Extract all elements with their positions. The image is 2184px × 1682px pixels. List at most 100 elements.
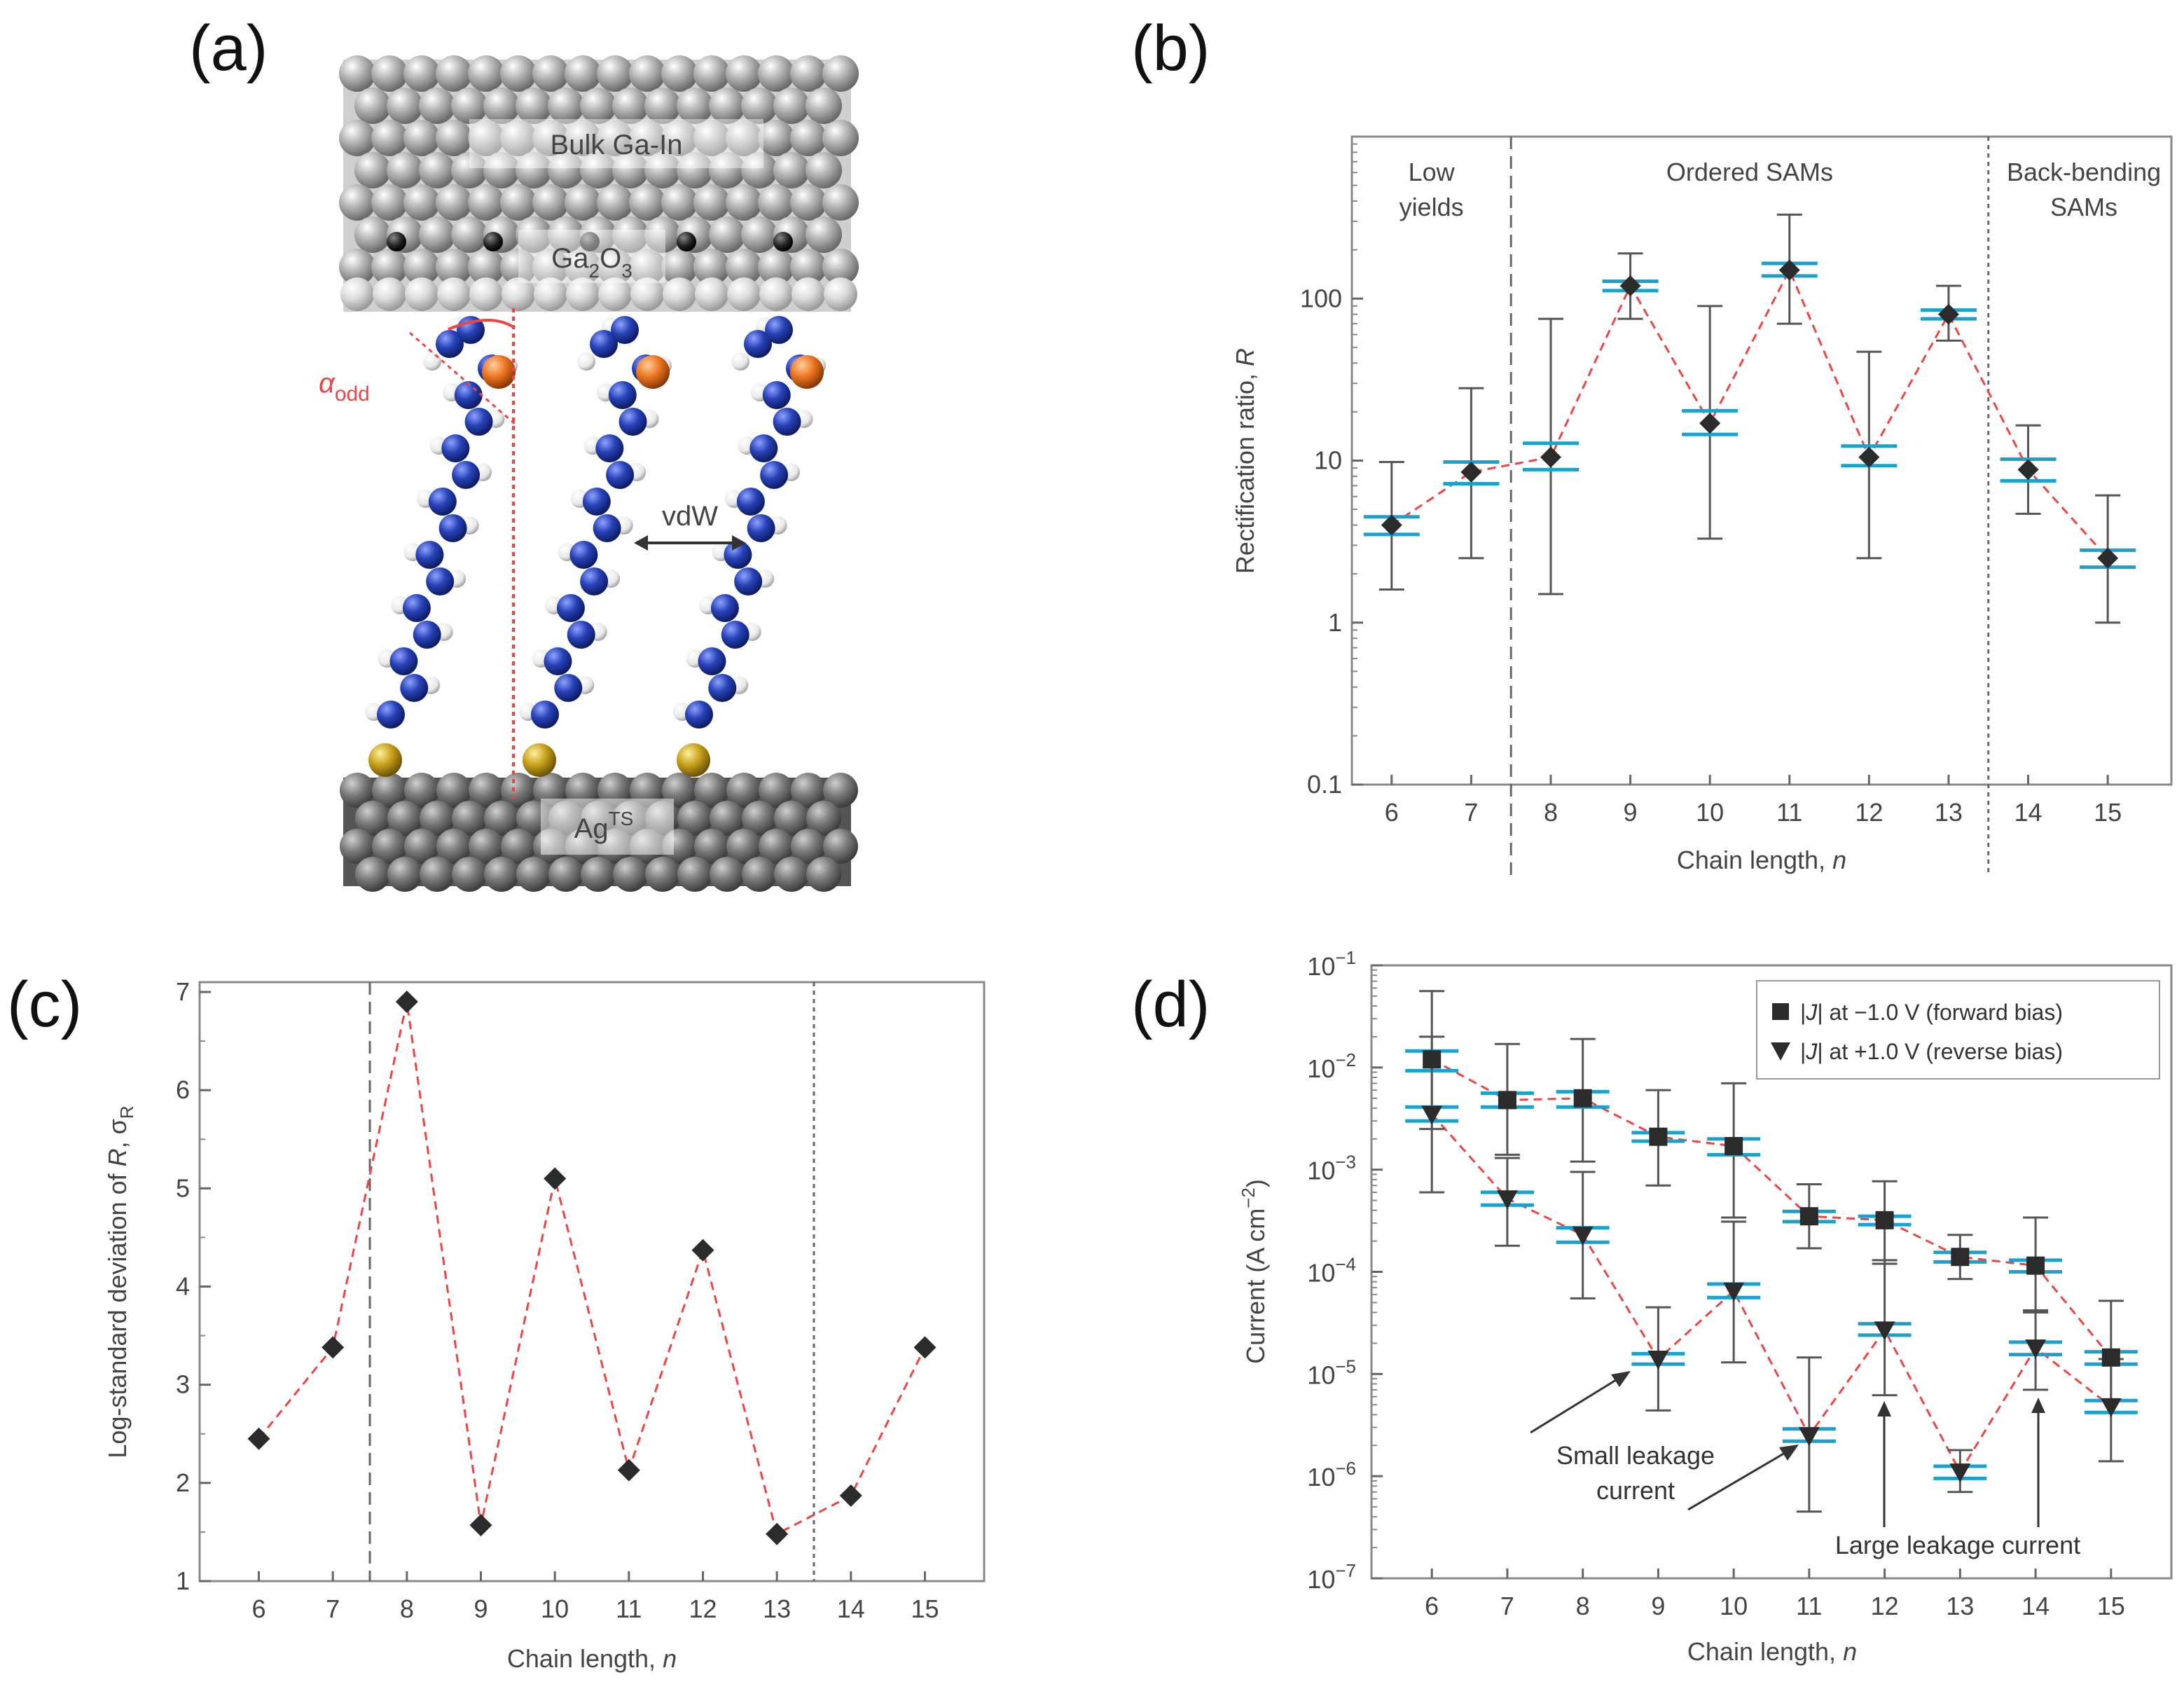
gain-atom (565, 184, 601, 221)
oxide-layer (340, 232, 857, 311)
gain-atom (548, 88, 584, 124)
carbon-atom (611, 316, 639, 344)
gain-atom (822, 249, 859, 285)
gain-atom (806, 216, 842, 253)
annotation-small-leakage-line2: current (1596, 1476, 1675, 1505)
gain-atom (419, 88, 455, 124)
x-tick-label: 14 (2014, 798, 2043, 827)
gain-atom (726, 184, 762, 221)
carbon-atom (765, 316, 793, 344)
carbon-atom (438, 514, 467, 542)
ag-atom (726, 829, 761, 864)
x-tick-label: 15 (2094, 798, 2122, 827)
panel-b: (b) 0.1 1 10 100 6 7 8 9 10 11 12 13 14 15 Low yields Or… (1131, 13, 2173, 876)
gain-atom (468, 184, 504, 221)
ag-atom (484, 857, 519, 892)
hydrogen-atom (731, 352, 749, 371)
gain-atom (597, 249, 633, 285)
data-point (1540, 446, 1561, 468)
oxygen-atom (483, 232, 503, 251)
gain-atom (629, 55, 665, 92)
y-tick-label: 10−7 (1307, 1560, 1356, 1594)
gain-atom (548, 216, 584, 253)
gain-atom (451, 88, 488, 124)
ag-atom (742, 857, 777, 892)
annotation-arrowhead-to-9 (1611, 1371, 1631, 1387)
x-tick-label: 13 (763, 1594, 791, 1623)
oxygen-atom-orange (790, 355, 824, 389)
gain-atom (741, 152, 777, 188)
x-tick-label: 11 (616, 1594, 642, 1623)
carbon-atom (749, 434, 778, 462)
carbon-atom (760, 461, 789, 489)
carbon-atom (413, 621, 441, 649)
gain-atom (612, 152, 649, 188)
sulfur-atom (368, 743, 402, 777)
forward-bias-point (1799, 1207, 1818, 1226)
data-point (322, 1336, 345, 1359)
data-point (1699, 413, 1721, 434)
gain-atom (371, 249, 408, 285)
gain-atom (822, 55, 859, 92)
gain-atom (403, 120, 440, 156)
forward-bias-point (1423, 1050, 1442, 1069)
gain-atom (741, 88, 777, 124)
data-point (247, 1427, 270, 1450)
ag-atom (759, 773, 794, 808)
ag-atom (452, 857, 487, 892)
oxide-label: Ga2O3 (551, 243, 633, 282)
x-tick-label: 8 (1576, 1592, 1590, 1620)
panel-d-letter: (d) (1131, 969, 1210, 1040)
ag-atom (774, 801, 809, 836)
oxygen-atom-orange (482, 355, 516, 389)
carbon-atom (724, 541, 752, 569)
panel-a-letter: (a) (189, 13, 268, 84)
carbon-atom (773, 408, 801, 436)
oxide-atom (437, 277, 471, 311)
region-label: Low (1409, 158, 1456, 186)
gain-atom (822, 184, 859, 221)
panel-d-legend: |J| at −1.0 V (forward bias) |J| at +1.0… (1756, 980, 2160, 1080)
gain-atom (758, 120, 794, 156)
y-tick-label: 10 (1314, 446, 1342, 475)
carbon-atom (618, 408, 647, 436)
gain-atom (468, 249, 504, 285)
carbon-atom (452, 461, 481, 489)
x-tick-label: 10 (541, 1594, 569, 1623)
y-tick-label: 100 (1300, 284, 1342, 312)
oxide-atom (695, 277, 728, 311)
gain-atom (790, 55, 827, 92)
gain-atom (758, 55, 794, 92)
gain-atom (516, 88, 552, 124)
bulk-label: Bulk Ga-In (551, 130, 683, 160)
x-tick-label: 9 (474, 1594, 488, 1623)
gain-atom (565, 55, 601, 92)
gain-atom (403, 184, 440, 221)
reverse-bias-point (2025, 1339, 2047, 1359)
sulfur-atom (523, 743, 556, 777)
forward-bias-point (1725, 1137, 1743, 1156)
y-tick-label: 2 (176, 1468, 190, 1497)
ag-atom (501, 773, 536, 808)
gain-atom (790, 120, 827, 156)
x-tick-label: 15 (911, 1594, 939, 1623)
carbon-atom (580, 567, 609, 595)
carbon-atom (556, 594, 585, 622)
ag-atom (387, 801, 422, 836)
carbon-atom (389, 647, 418, 675)
tilt-angle-line (409, 331, 516, 425)
data-point (1858, 446, 1880, 468)
ag-atom (791, 773, 826, 808)
gain-atom (339, 55, 375, 92)
data-point (1937, 303, 1959, 325)
ag-atom (806, 801, 841, 836)
ag-atom (645, 857, 680, 892)
data-point (766, 1522, 789, 1545)
gain-atom (806, 88, 842, 124)
alpha-odd-label: αodd (319, 368, 370, 406)
gain-atom (354, 88, 391, 124)
gain-atom (436, 55, 472, 92)
gain-atom (516, 216, 552, 253)
oxide-atom (566, 277, 600, 311)
gain-atom (693, 184, 730, 221)
